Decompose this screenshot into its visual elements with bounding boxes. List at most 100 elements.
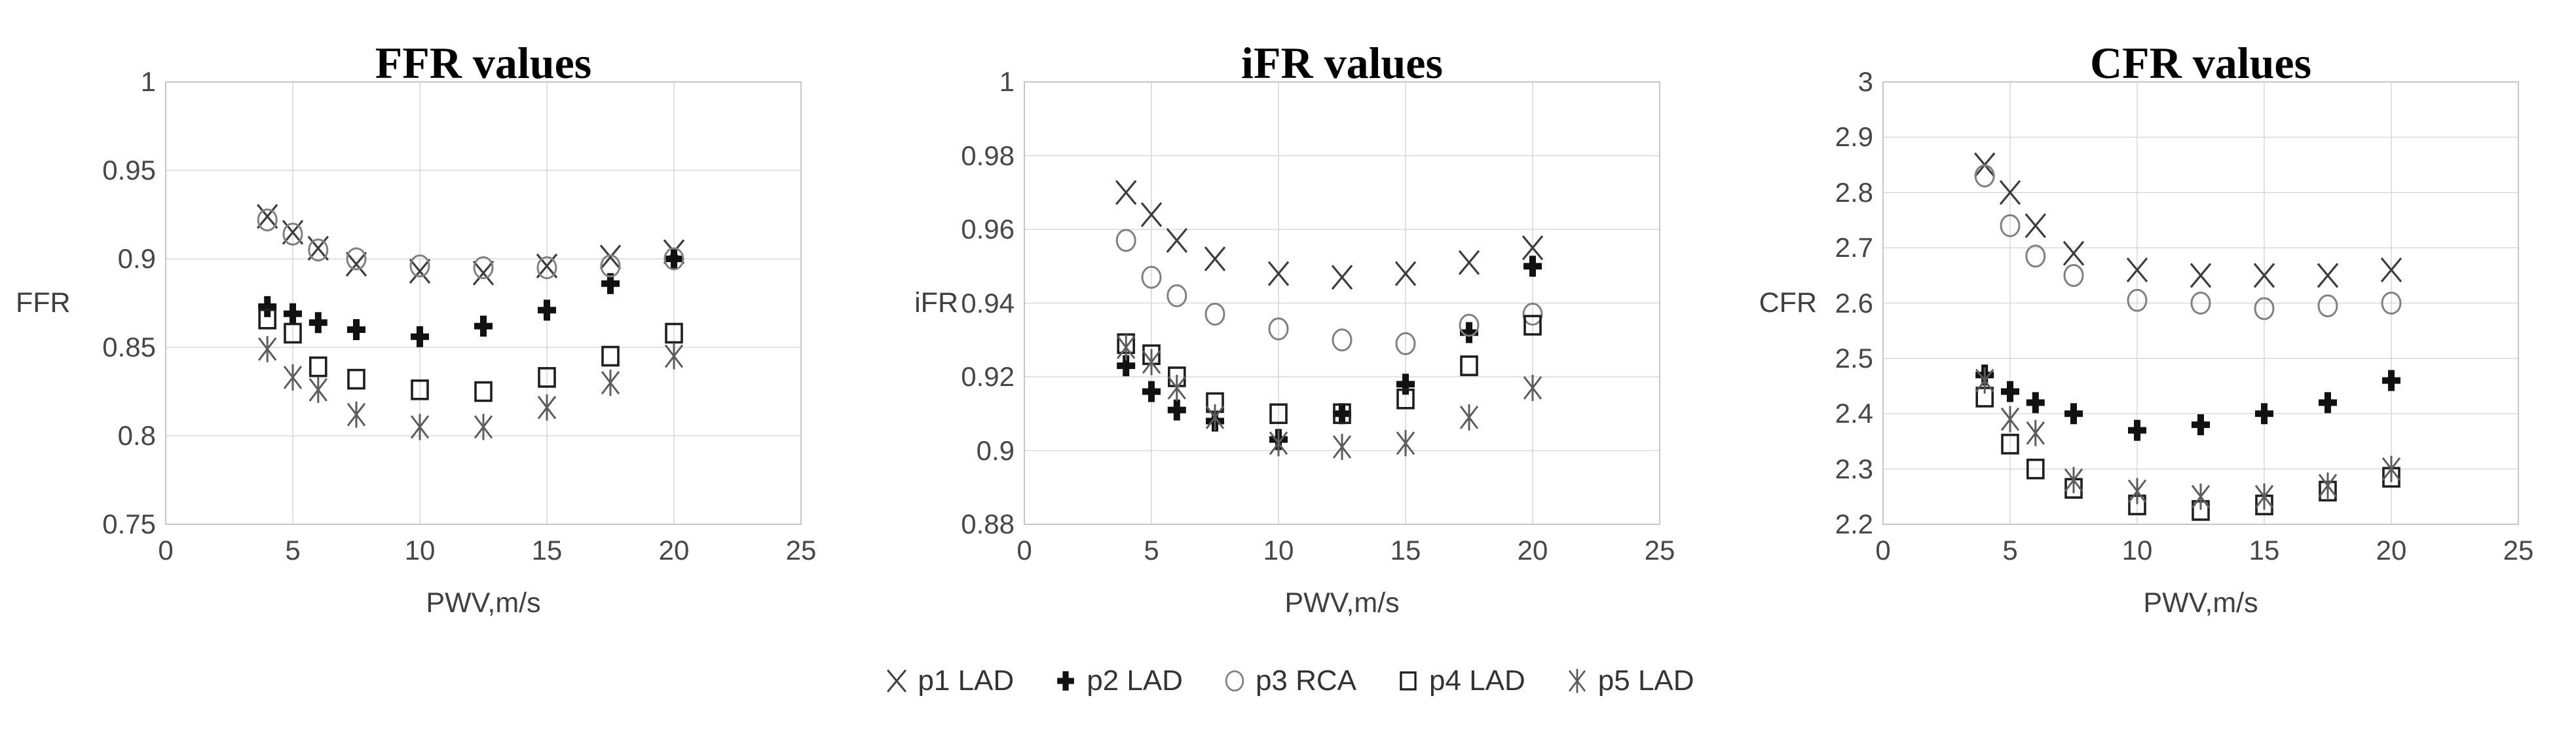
marker-star-icon: [258, 336, 277, 362]
series-p2-lad: [258, 248, 683, 347]
marker-circle-icon: [1167, 284, 1187, 307]
marker-plus-icon: [665, 248, 683, 269]
marker-square-icon: [665, 322, 683, 344]
chart-title-cfr: CFR values: [2089, 38, 2312, 88]
marker-star-icon: [1459, 404, 1479, 431]
marker-star-icon: [2064, 467, 2083, 493]
series-p2-lad: [1117, 256, 1542, 450]
x-tick-label: 15: [2249, 535, 2280, 566]
series-p4-lad: [258, 308, 683, 402]
gridlines: [1882, 81, 2519, 525]
marker-plus-icon: [2026, 392, 2045, 414]
marker-x-icon: [1999, 180, 2021, 205]
legend-item-p2-lad: p2 LAD: [1051, 665, 1183, 697]
marker-square-icon: [601, 345, 620, 367]
x-tick-label: 5: [2002, 535, 2018, 566]
marker-x-icon: [2253, 263, 2275, 288]
series-p3-rca: [1115, 229, 1543, 355]
marker-circle-icon: [2190, 292, 2211, 315]
marker-star-icon: [474, 414, 493, 440]
marker-square-icon: [1400, 671, 1417, 691]
marker-star-icon: [2318, 472, 2338, 499]
x-axis-title-ifr: PWV,m/s: [1284, 587, 1400, 619]
legend-marker-x-icon: [887, 669, 907, 693]
marker-x-icon: [2317, 263, 2339, 288]
marker-plus-icon: [347, 319, 365, 340]
legend-item-p5-lad: p5 LAD: [1562, 665, 1694, 697]
y-tick-label: 2.4: [1835, 398, 1873, 429]
plot-border: [165, 81, 802, 525]
marker-x-icon: [256, 204, 278, 229]
y-tick-label: 0.94: [961, 287, 1015, 319]
legend-label: p5 LAD: [1597, 665, 1694, 697]
marker-circle-icon: [1332, 328, 1353, 352]
marker-x-icon: [409, 258, 431, 284]
marker-square-icon: [2026, 458, 2045, 480]
marker-plus-icon: [474, 315, 493, 337]
marker-plus-icon: [1167, 399, 1186, 421]
marker-square-icon: [284, 322, 302, 344]
legend-label: p3 RCA: [1255, 665, 1357, 697]
marker-x-icon: [2063, 241, 2085, 266]
marker-star-icon: [537, 394, 557, 421]
marker-plus-icon: [1142, 381, 1161, 402]
marker-star-icon: [601, 370, 620, 396]
chart-title-ifr: iFR values: [1241, 38, 1443, 88]
series-p4-lad: [1975, 387, 2400, 521]
y-tick-label: 0.9: [976, 435, 1015, 466]
marker-star-icon: [2191, 483, 2211, 510]
y-tick-label: 2.3: [1835, 453, 1873, 484]
y-tick-label: 0.88: [961, 509, 1015, 539]
x-tick-label: 10: [2121, 535, 2153, 566]
marker-circle-icon: [308, 239, 329, 261]
marker-square-icon: [347, 368, 365, 390]
gridlines: [165, 81, 802, 525]
y-tick-label: 2.9: [1835, 121, 1873, 153]
x-tick-label: 0: [1875, 535, 1891, 566]
marker-square-icon: [1523, 315, 1542, 336]
marker-star-icon: [2254, 483, 2274, 510]
series-p3-rca: [257, 208, 684, 279]
x-tick-label: 25: [2503, 535, 2534, 566]
marker-star-icon: [308, 376, 327, 403]
legend-item-p4-lad: p4 LAD: [1393, 665, 1525, 697]
legend-label: p4 LAD: [1429, 665, 1525, 697]
marker-circle-icon: [1225, 670, 1244, 692]
y-tick-label: 2.7: [1835, 232, 1873, 263]
marker-x-icon: [1166, 227, 1188, 253]
series-p5-lad: [1975, 367, 2401, 510]
series-p1-lad: [1115, 180, 1544, 290]
marker-square-icon: [1460, 355, 1478, 376]
marker-star-icon: [283, 364, 303, 391]
marker-square-icon: [308, 356, 327, 377]
marker-star-icon: [410, 414, 430, 440]
marker-square-icon: [1333, 403, 1351, 425]
marker-plus-icon: [538, 299, 556, 321]
marker-circle-icon: [536, 256, 557, 279]
marker-star-icon: [1332, 433, 1352, 460]
marker-circle-icon: [2025, 244, 2046, 268]
series-p1-lad: [1973, 152, 2402, 288]
marker-square-icon: [2001, 433, 2019, 455]
marker-square-icon: [1269, 403, 1288, 425]
y-tick-label: 1: [140, 66, 156, 97]
y-axis-title-ifr: iFR: [914, 287, 958, 319]
x-tick-label: 5: [285, 535, 301, 566]
marker-circle-icon: [2127, 288, 2148, 312]
marker-plus-icon: [258, 296, 277, 317]
marker-star-icon: [1205, 404, 1225, 431]
x-tick-label: 15: [1390, 535, 1421, 566]
marker-x-icon: [1267, 261, 1290, 286]
plot-area-ffr: [165, 81, 802, 525]
y-tick-label: 2.6: [1835, 287, 1873, 319]
y-tick-label: 0.8: [117, 420, 156, 451]
marker-plus-icon: [2255, 403, 2273, 425]
y-tick-label: 2.2: [1835, 509, 1873, 539]
y-tick-label: 0.85: [102, 332, 156, 362]
marker-x-icon: [472, 260, 495, 286]
x-tick-label: 25: [1644, 535, 1675, 566]
marker-star-icon: [1117, 334, 1136, 360]
x-tick-label: 15: [531, 535, 563, 566]
marker-plus-icon: [2001, 381, 2019, 402]
